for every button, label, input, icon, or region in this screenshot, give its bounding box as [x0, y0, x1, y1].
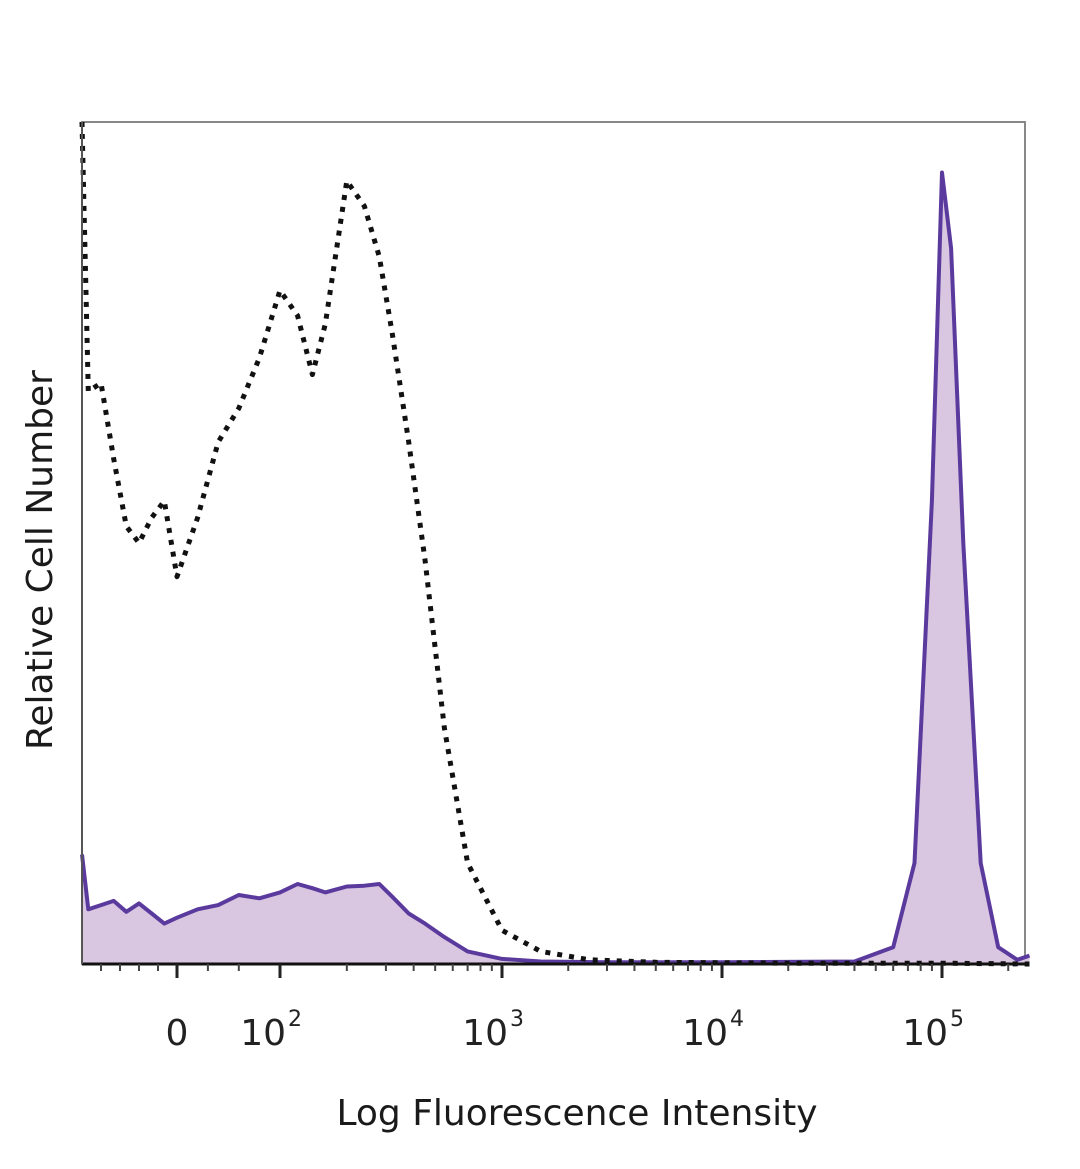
- series-layer: [79, 121, 1031, 967]
- series-line-dotted: [79, 121, 1030, 967]
- series-area-solid: [82, 172, 1030, 964]
- x-tick-exponent: 2: [288, 1007, 302, 1032]
- x-tick-label: 10: [902, 1013, 948, 1054]
- y-axis-title: Relative Cell Number: [20, 370, 61, 750]
- x-tick-label: 10: [462, 1013, 508, 1054]
- plot-frame: [81, 121, 1026, 965]
- x-tick-exponent: 3: [510, 1007, 524, 1032]
- series-line-solid: [80, 170, 1031, 965]
- x-tick-exponent: 5: [950, 1007, 964, 1032]
- x-tick-exponent: 4: [730, 1007, 744, 1032]
- x-tick-label: 10: [240, 1013, 286, 1054]
- x-tick-label: 10: [682, 1013, 728, 1054]
- x-tick-label: 0: [166, 1013, 189, 1054]
- x-axis-title: Log Fluorescence Intensity: [336, 1093, 817, 1134]
- x-tick-layer: 0 10 2 10 3 10 4 10 5: [100, 964, 1010, 1054]
